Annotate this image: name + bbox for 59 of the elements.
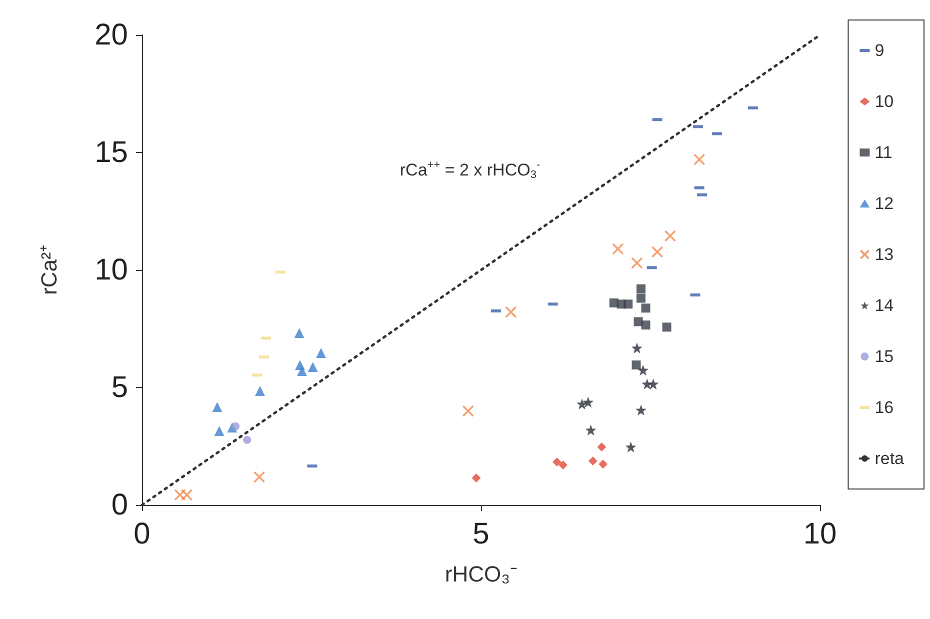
legend-label: 9 <box>874 41 884 60</box>
point <box>598 460 608 469</box>
point <box>664 230 676 242</box>
point <box>625 441 636 452</box>
point <box>552 457 562 466</box>
y-tick-label: 10 <box>94 254 128 286</box>
point <box>638 364 649 376</box>
y-tick-label: 5 <box>111 371 128 404</box>
x-axis-title: rHCO₃⁻ <box>444 562 518 586</box>
point <box>308 362 318 372</box>
point <box>462 405 474 417</box>
point <box>631 257 643 269</box>
legend-label: reta <box>874 449 905 468</box>
y-tick-label: 15 <box>94 136 128 169</box>
x-tick-label: 5 <box>472 518 490 550</box>
point <box>472 473 481 482</box>
point <box>585 424 596 436</box>
y-tick-label: 0 <box>111 488 128 522</box>
point <box>648 378 659 390</box>
point <box>636 404 647 416</box>
legend-label: 11 <box>874 143 892 162</box>
point <box>624 300 633 309</box>
point <box>632 360 641 370</box>
point <box>504 306 517 318</box>
x-tick-label: 10 <box>803 518 837 550</box>
point <box>558 460 568 470</box>
point <box>316 348 326 358</box>
legend-label: 16 <box>874 398 894 417</box>
point <box>174 488 186 501</box>
point <box>588 456 598 466</box>
point <box>294 328 304 338</box>
point <box>651 246 664 258</box>
point <box>180 488 193 501</box>
point <box>576 398 588 410</box>
legend-label: 10 <box>874 92 894 111</box>
point <box>212 402 222 412</box>
legend-label: 15 <box>874 347 894 366</box>
point <box>612 242 624 255</box>
legend-label: 12 <box>874 194 894 213</box>
y-axis-title: rCa²⁺ <box>36 245 62 295</box>
point <box>597 442 606 452</box>
point <box>297 366 308 376</box>
legend-label: 13 <box>874 245 894 264</box>
point <box>214 426 224 436</box>
point <box>693 154 706 166</box>
point <box>582 396 594 408</box>
point <box>641 304 650 313</box>
x-tick-label: 0 <box>134 518 150 550</box>
point <box>253 471 266 483</box>
point <box>232 422 240 430</box>
point <box>254 386 265 396</box>
point <box>636 284 646 294</box>
point <box>243 436 252 444</box>
point <box>636 294 646 303</box>
point <box>641 320 650 330</box>
y-tick-label: 20 <box>94 18 128 52</box>
point <box>631 342 642 354</box>
point <box>662 322 672 332</box>
legend-label: 14 <box>874 296 894 315</box>
